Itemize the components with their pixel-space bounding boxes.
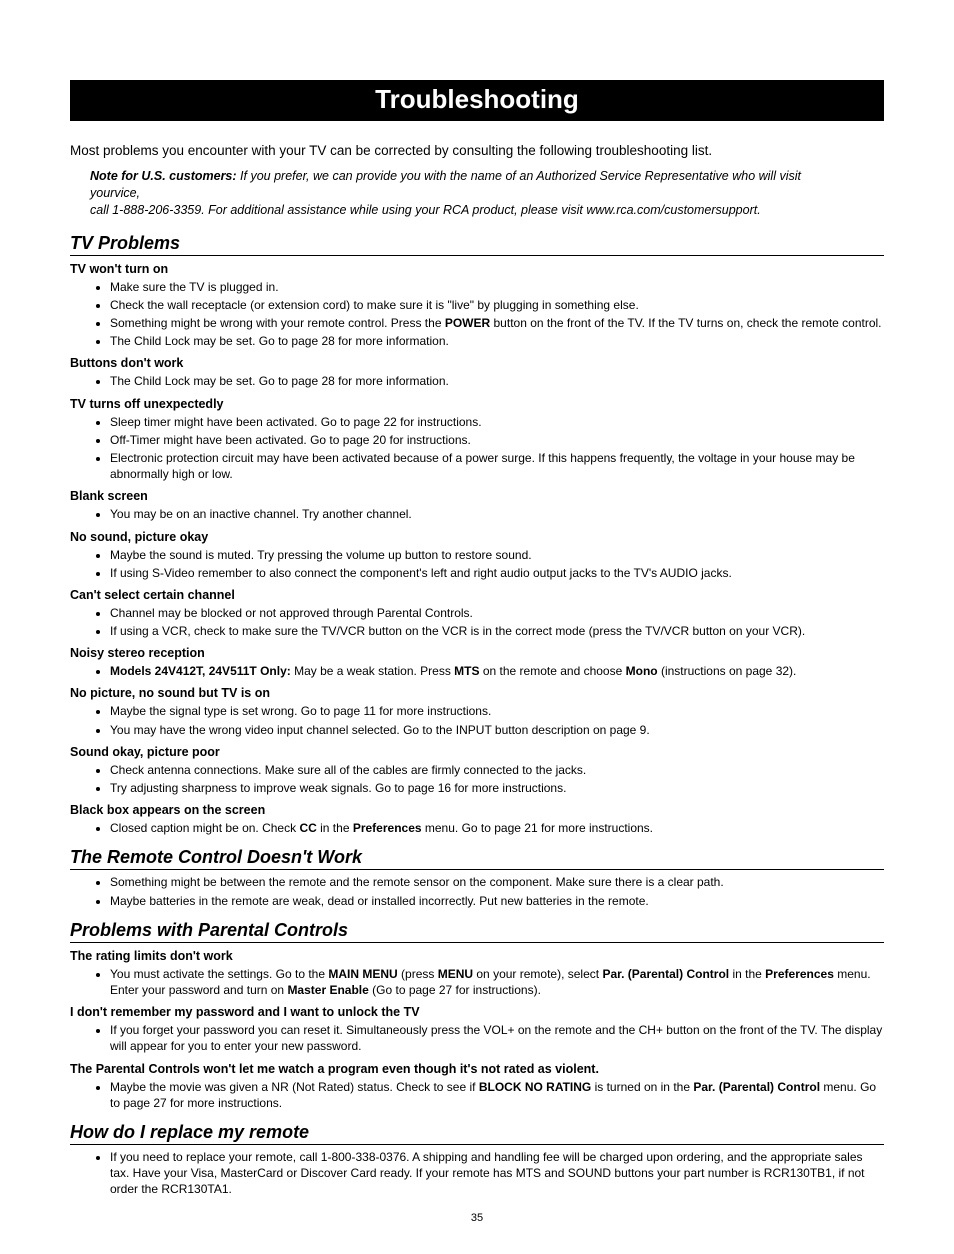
list-turns-off: Sleep timer might have been activated. G… bbox=[70, 413, 884, 484]
list-item: Channel may be blocked or not approved t… bbox=[110, 604, 884, 622]
list-black-box: Closed caption might be on. Check CC in … bbox=[70, 819, 884, 837]
list-sound-ok: Check antenna connections. Make sure all… bbox=[70, 761, 884, 797]
list-item: Maybe the signal type is set wrong. Go t… bbox=[110, 702, 884, 720]
subhead-turns-off: TV turns off unexpectedly bbox=[70, 397, 884, 411]
subhead-noisy: Noisy stereo reception bbox=[70, 646, 884, 660]
page-title: Troubleshooting bbox=[70, 80, 884, 121]
list-item: Something might be between the remote an… bbox=[110, 873, 884, 891]
subhead-rating-limits: The rating limits don't work bbox=[70, 949, 884, 963]
subhead-black-box: Black box appears on the screen bbox=[70, 803, 884, 817]
list-item: If using a VCR, check to make sure the T… bbox=[110, 622, 884, 640]
list-item: Sleep timer might have been activated. G… bbox=[110, 413, 884, 431]
list-item: Make sure the TV is plugged in. bbox=[110, 278, 884, 296]
list-rating-limits: You must activate the settings. Go to th… bbox=[70, 965, 884, 999]
list-item: Off-Timer might have been activated. Go … bbox=[110, 431, 884, 449]
list-buttons: The Child Lock may be set. Go to page 28… bbox=[70, 372, 884, 390]
list-item: Check antenna connections. Make sure all… bbox=[110, 761, 884, 779]
subhead-parental-block: The Parental Controls won't let me watch… bbox=[70, 1062, 884, 1076]
page-number: 35 bbox=[70, 1212, 884, 1224]
list-cant-select: Channel may be blocked or not approved t… bbox=[70, 604, 884, 640]
list-wont-turn-on: Make sure the TV is plugged in. Check th… bbox=[70, 278, 884, 351]
intro-text: Most problems you encounter with your TV… bbox=[70, 143, 884, 158]
list-noisy: Models 24V412T, 24V511T Only: May be a w… bbox=[70, 662, 884, 680]
list-parental-block: Maybe the movie was given a NR (Not Rate… bbox=[70, 1078, 884, 1112]
section-parental: Problems with Parental Controls bbox=[70, 920, 884, 943]
list-remote: Something might be between the remote an… bbox=[70, 873, 884, 909]
list-item: If you forget your password you can rese… bbox=[110, 1021, 884, 1055]
subhead-wont-turn-on: TV won't turn on bbox=[70, 262, 884, 276]
list-item: Models 24V412T, 24V511T Only: May be a w… bbox=[110, 662, 884, 680]
list-item: You may be on an inactive channel. Try a… bbox=[110, 505, 884, 523]
list-item: The Child Lock may be set. Go to page 28… bbox=[110, 372, 884, 390]
subhead-sound-ok: Sound okay, picture poor bbox=[70, 745, 884, 759]
list-item: You may have the wrong video input chann… bbox=[110, 721, 884, 739]
list-item: Maybe the movie was given a NR (Not Rate… bbox=[110, 1078, 884, 1112]
note-line2: call 1-888-206-3359. For additional assi… bbox=[90, 203, 761, 217]
list-item: Electronic protection circuit may have b… bbox=[110, 449, 884, 483]
subhead-no-pic-no-sound: No picture, no sound but TV is on bbox=[70, 686, 884, 700]
list-forgot-password: If you forget your password you can rese… bbox=[70, 1021, 884, 1055]
list-item: Maybe batteries in the remote are weak, … bbox=[110, 892, 884, 910]
subhead-forgot-password: I don't remember my password and I want … bbox=[70, 1005, 884, 1019]
list-item: Maybe the sound is muted. Try pressing t… bbox=[110, 546, 884, 564]
list-item: Check the wall receptacle (or extension … bbox=[110, 296, 884, 314]
list-no-sound: Maybe the sound is muted. Try pressing t… bbox=[70, 546, 884, 582]
list-blank: You may be on an inactive channel. Try a… bbox=[70, 505, 884, 523]
list-item: Try adjusting sharpness to improve weak … bbox=[110, 779, 884, 797]
subhead-blank: Blank screen bbox=[70, 489, 884, 503]
list-item: If you need to replace your remote, call… bbox=[110, 1148, 884, 1199]
section-replace-remote: How do I replace my remote bbox=[70, 1122, 884, 1145]
subhead-buttons: Buttons don't work bbox=[70, 356, 884, 370]
section-remote: The Remote Control Doesn't Work bbox=[70, 847, 884, 870]
section-tv-problems: TV Problems bbox=[70, 233, 884, 256]
list-replace-remote: If you need to replace your remote, call… bbox=[70, 1148, 884, 1199]
document-page: Troubleshooting Most problems you encoun… bbox=[0, 0, 954, 1254]
subhead-no-sound: No sound, picture okay bbox=[70, 530, 884, 544]
list-no-pic-no-sound: Maybe the signal type is set wrong. Go t… bbox=[70, 702, 884, 738]
list-item: Closed caption might be on. Check CC in … bbox=[110, 819, 884, 837]
note-line1a: If you prefer, we can provide you with t… bbox=[240, 169, 801, 183]
list-item: If using S-Video remember to also connec… bbox=[110, 564, 884, 582]
list-item: You must activate the settings. Go to th… bbox=[110, 965, 884, 999]
note-lead: Note for U.S. customers: bbox=[90, 169, 237, 183]
list-item: The Child Lock may be set. Go to page 28… bbox=[110, 332, 884, 350]
list-item: Something might be wrong with your remot… bbox=[110, 314, 884, 332]
note-block: Note for U.S. customers: If you prefer, … bbox=[90, 168, 884, 219]
subhead-cant-select: Can't select certain channel bbox=[70, 588, 884, 602]
note-line1b: yourvice, bbox=[90, 185, 884, 202]
